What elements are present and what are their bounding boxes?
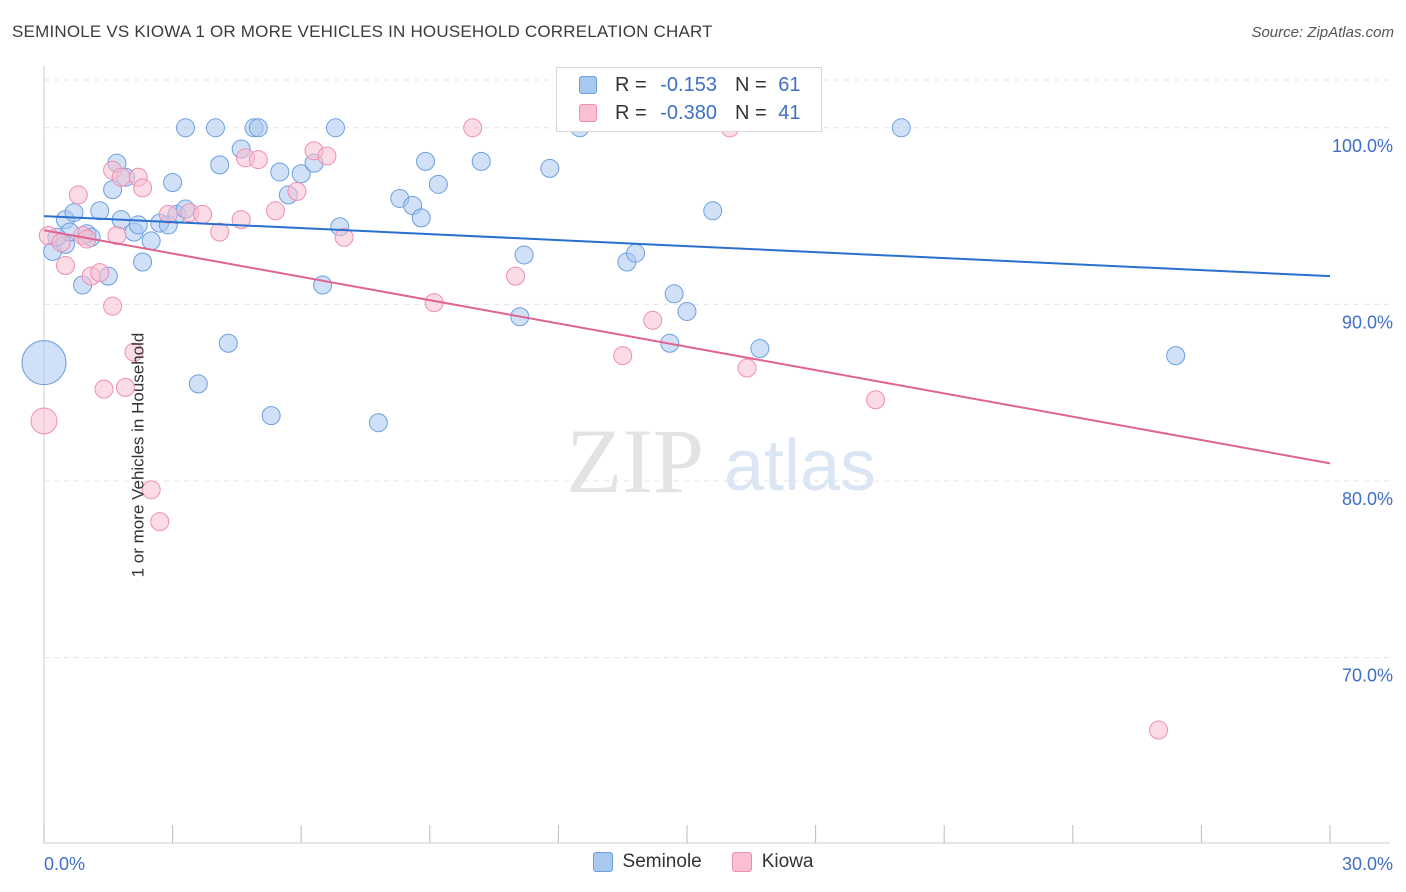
- seminole-point: [133, 252, 153, 272]
- kiowa-point: [248, 150, 268, 170]
- seminole-point: [248, 118, 268, 138]
- legend-item-kiowa: Kiowa: [731, 851, 814, 873]
- seminole-point: [141, 231, 161, 251]
- kiowa-point: [866, 390, 886, 410]
- kiowa-point: [506, 266, 526, 286]
- kiowa-point: [107, 226, 127, 246]
- watermark-atlas: atlas: [724, 426, 876, 506]
- n-value: 61: [778, 73, 801, 96]
- seminole-trend-line: [43, 215, 1331, 278]
- series-legend: Seminole Kiowa: [0, 851, 1406, 873]
- stats-legend: R = -0.153 N = 61 R = -0.380 N = 41: [556, 67, 822, 132]
- seminole-point: [21, 340, 67, 386]
- kiowa-point: [317, 146, 337, 166]
- axes: [43, 66, 1390, 844]
- kiowa-swatch: [579, 104, 597, 122]
- seminole-point: [261, 406, 281, 426]
- kiowa-point: [103, 296, 123, 316]
- kiowa-point: [115, 377, 135, 397]
- kiowa-point: [68, 185, 88, 205]
- seminole-point: [175, 118, 195, 138]
- stats-row-seminole: R = -0.153 N = 61: [579, 72, 800, 98]
- y-tick-label: 90.0%: [1342, 312, 1393, 332]
- kiowa-point: [55, 256, 75, 276]
- kiowa-trend-line: [43, 229, 1331, 465]
- watermark-zip: ZIP: [566, 410, 704, 512]
- kiowa-point: [265, 201, 285, 221]
- y-tick-label: 70.0%: [1342, 666, 1393, 686]
- n-value: 41: [778, 101, 801, 124]
- kiowa-point: [124, 342, 144, 362]
- seminole-point: [291, 164, 311, 184]
- seminole-point: [90, 201, 110, 221]
- seminole-point: [128, 215, 148, 235]
- seminole-swatch: [579, 76, 597, 94]
- seminole-point: [514, 245, 534, 265]
- seminole-point: [664, 284, 684, 304]
- kiowa-point: [150, 512, 170, 532]
- seminole-point: [325, 118, 345, 138]
- seminole-point: [1166, 346, 1186, 366]
- legend-item-seminole: Seminole: [592, 851, 702, 873]
- kiowa-point: [737, 358, 757, 378]
- seminole-point: [677, 301, 697, 321]
- data-points: [21, 118, 1186, 740]
- kiowa-point: [141, 480, 161, 500]
- seminole-point: [368, 413, 388, 433]
- seminole-point: [471, 151, 491, 171]
- seminole-point: [411, 208, 431, 228]
- seminole-point: [750, 339, 770, 359]
- seminole-point: [703, 201, 723, 221]
- kiowa-point: [643, 310, 663, 330]
- kiowa-point: [1149, 720, 1169, 740]
- kiowa-point: [334, 227, 354, 247]
- kiowa-point: [133, 178, 153, 198]
- chart-title: SEMINOLE VS KIOWA 1 OR MORE VEHICLES IN …: [12, 22, 713, 41]
- legend-label-seminole: Seminole: [622, 851, 702, 872]
- kiowa-point: [90, 263, 110, 283]
- kiowa-point: [111, 167, 131, 187]
- seminole-point: [626, 243, 646, 263]
- kiowa-point: [463, 118, 483, 138]
- seminole-point: [163, 173, 183, 193]
- seminole-point: [270, 162, 290, 182]
- kiowa-point: [613, 346, 633, 366]
- r-value: -0.380: [660, 101, 717, 124]
- r-value: -0.153: [660, 73, 717, 96]
- seminole-point: [210, 155, 230, 175]
- legend-label-kiowa: Kiowa: [761, 851, 814, 872]
- y-tick-label: 80.0%: [1342, 489, 1393, 509]
- kiowa-point: [94, 379, 114, 399]
- n-label: N =: [734, 73, 767, 96]
- seminole-point: [428, 174, 448, 194]
- trend-lines: [43, 215, 1331, 465]
- kiowa-point: [158, 204, 178, 224]
- seminole-point: [891, 118, 911, 138]
- x-tick-label: 30.0%: [1342, 854, 1393, 874]
- seminole-point: [188, 374, 208, 394]
- kiowa-point: [287, 181, 307, 201]
- kiowa-point: [210, 222, 230, 242]
- x-tick-label: 0.0%: [44, 854, 85, 874]
- tick-labels: 70.0% 80.0% 90.0% 100.0% 0.0% 30.0%: [44, 136, 1393, 874]
- seminole-point: [205, 118, 225, 138]
- source-label: Source: ZipAtlas.com: [1251, 24, 1394, 41]
- n-label: N =: [734, 101, 767, 124]
- stats-row-kiowa: R = -0.380 N = 41: [579, 100, 800, 126]
- kiowa-point: [193, 204, 213, 224]
- y-tick-label: 100.0%: [1332, 136, 1393, 156]
- r-label: R =: [615, 73, 647, 96]
- seminole-point: [64, 203, 84, 223]
- r-label: R =: [615, 101, 647, 124]
- seminole-point: [540, 158, 560, 178]
- kiowa-point: [51, 233, 71, 253]
- kiowa-point: [30, 407, 58, 435]
- kiowa-legend-swatch: [731, 852, 752, 872]
- seminole-point: [218, 333, 238, 353]
- seminole-legend-swatch: [592, 852, 613, 872]
- y-axis-label: 1 or more Vehicles in Household: [128, 332, 148, 578]
- seminole-point: [416, 151, 436, 171]
